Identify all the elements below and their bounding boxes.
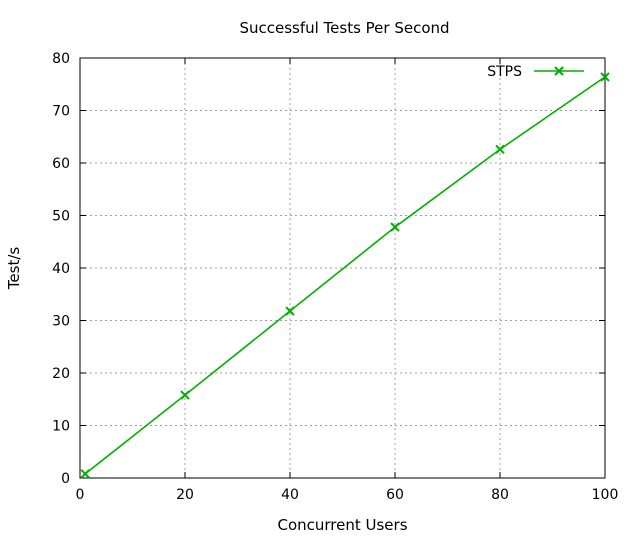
x-tick-label: 80 <box>491 487 509 503</box>
legend: STPS <box>487 64 584 80</box>
y-tick-label: 80 <box>52 51 70 67</box>
marker-stroke <box>600 72 610 82</box>
y-tick-label: 50 <box>52 209 70 225</box>
y-tick-label: 30 <box>52 314 70 330</box>
data-point <box>80 469 90 479</box>
marker-stroke <box>285 306 295 316</box>
grid-layer <box>80 58 605 478</box>
data-point <box>495 144 505 155</box>
x-tick-label: 40 <box>281 487 299 503</box>
marker-stroke <box>80 469 90 479</box>
marker-stroke <box>390 222 400 232</box>
y-tick-label: 70 <box>52 104 70 120</box>
legend-marker <box>554 66 564 76</box>
x-tick-label: 60 <box>386 487 404 503</box>
data-point <box>285 306 295 316</box>
tick-layer: 0 20 40 60 80 100 0 10 20 30 40 50 60 70 80 <box>52 51 618 503</box>
data-point <box>180 390 190 400</box>
marker-stroke <box>554 66 564 76</box>
series-line-stps <box>84 76 606 475</box>
data-point <box>600 72 610 82</box>
y-tick-label: 0 <box>61 471 70 487</box>
marker-stroke <box>495 144 505 155</box>
marker-stroke <box>180 390 190 400</box>
data-point <box>390 222 400 232</box>
y-tick-label: 40 <box>52 261 70 277</box>
series-layer <box>80 72 610 479</box>
y-axis-title: Test/s <box>5 247 23 291</box>
x-tick-label: 0 <box>76 487 85 503</box>
legend-marker-glyph <box>554 66 564 76</box>
x-axis-title: Concurrent Users <box>277 516 407 534</box>
chart-title: Successful Tests Per Second <box>239 19 449 37</box>
y-tick-label: 10 <box>52 419 70 435</box>
x-tick-label: 20 <box>176 487 194 503</box>
x-tick-label: 100 <box>592 487 619 503</box>
y-tick-label: 60 <box>52 156 70 172</box>
y-tick-label: 20 <box>52 366 70 382</box>
legend-label: STPS <box>487 64 522 80</box>
